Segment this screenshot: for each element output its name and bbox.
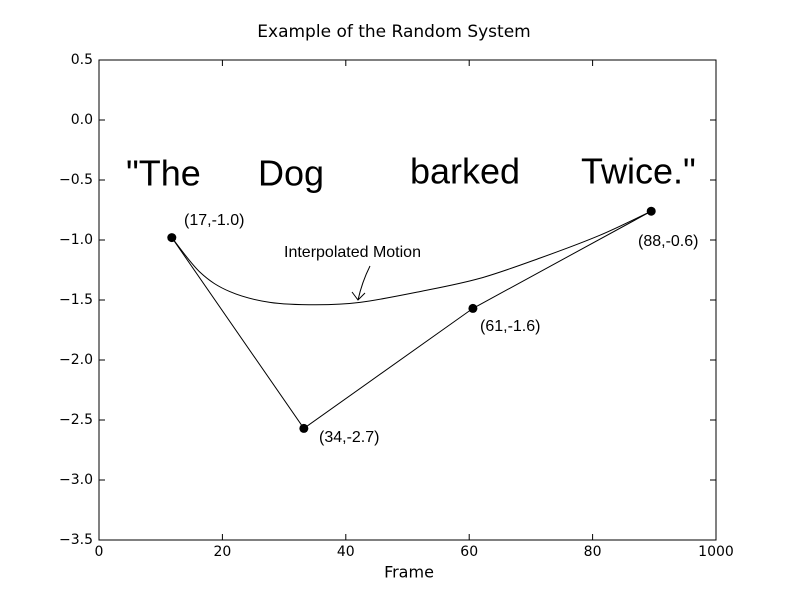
y-tick-label: −0.5 xyxy=(59,172,93,188)
point xyxy=(468,303,478,313)
point-annotation: (61,-1.6) xyxy=(480,318,540,335)
annotation-arrow xyxy=(351,265,371,301)
line xyxy=(171,210,652,430)
y-tick-label: −2.0 xyxy=(59,352,93,368)
y-tick-label: −1.5 xyxy=(59,292,93,308)
caption-word: Twice." xyxy=(581,151,696,192)
y-tick-label: −3.5 xyxy=(59,532,93,548)
x-tick-label: 0 xyxy=(95,544,104,560)
caption-word: barked xyxy=(410,151,520,192)
y-tick-label: −2.5 xyxy=(59,412,93,428)
y-tick-label: 0.5 xyxy=(71,52,93,68)
x-tick-label: 20 xyxy=(213,544,231,560)
point xyxy=(299,423,309,433)
y-tick-label: −3.0 xyxy=(59,472,93,488)
y-tick-label: −1.0 xyxy=(59,232,93,248)
x-tick-label: 60 xyxy=(460,544,478,560)
caption-word: Dog xyxy=(258,153,324,194)
point-annotation: (34,-2.7) xyxy=(319,429,379,446)
x-tick-label: 40 xyxy=(337,544,355,560)
chart-title: Example of the Random System xyxy=(257,22,530,42)
caption-word: "The xyxy=(126,153,201,194)
point-annotation: (88,-0.6) xyxy=(638,233,698,250)
line xyxy=(171,210,652,306)
x-axis-label: Frame xyxy=(384,563,434,582)
y-tick-label: 0.0 xyxy=(71,112,93,128)
x-tick-label: 1000 xyxy=(698,544,734,560)
x-tick-label: 80 xyxy=(584,544,602,560)
annotation: Interpolated Motion xyxy=(284,244,421,261)
point-annotation: (17,-1.0) xyxy=(184,212,244,229)
